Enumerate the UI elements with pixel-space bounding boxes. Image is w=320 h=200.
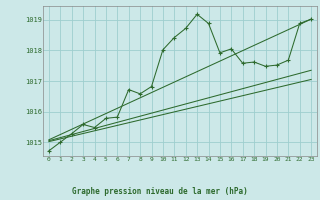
Text: Graphe pression niveau de la mer (hPa): Graphe pression niveau de la mer (hPa)	[72, 187, 248, 196]
